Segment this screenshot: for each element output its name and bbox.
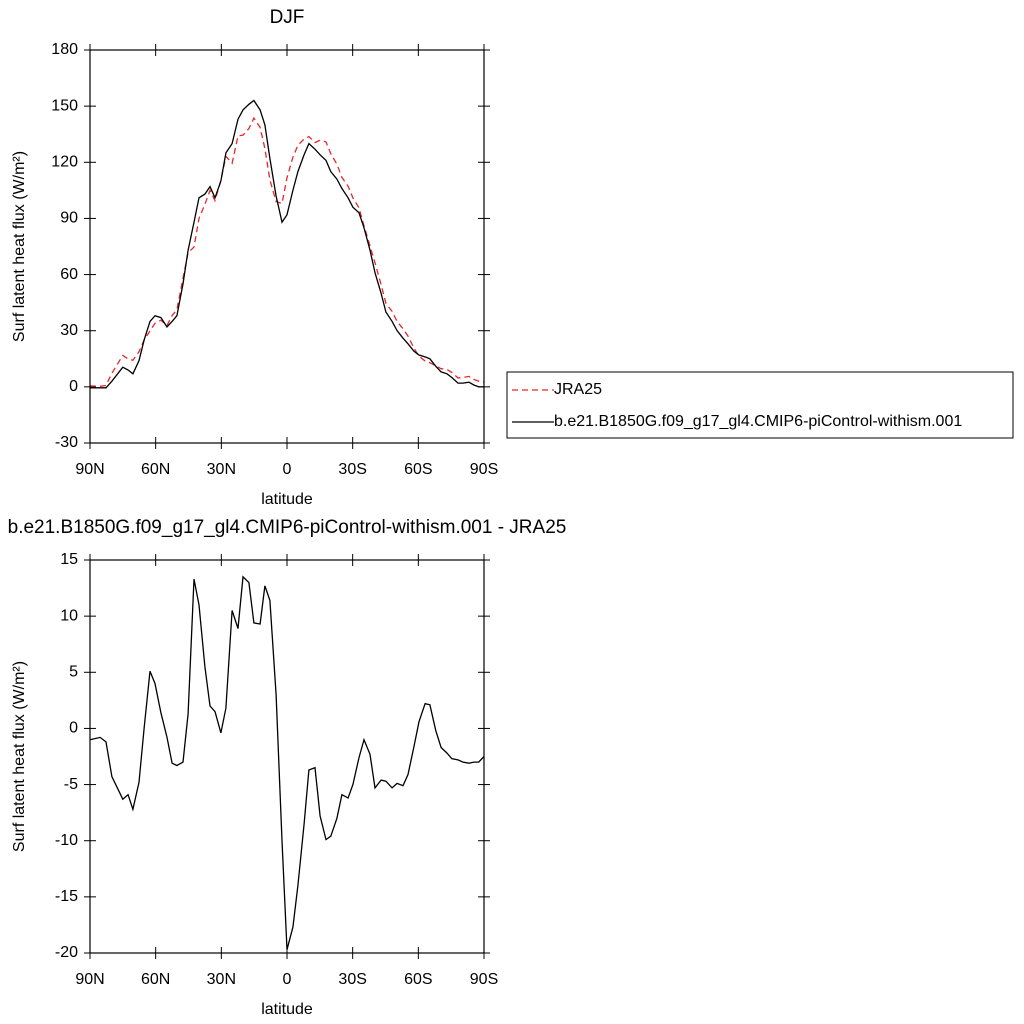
x-tick-label: 0 [283,971,292,988]
plot-frame [89,49,485,444]
x-tick-label: 90S [470,461,498,478]
x-tick-label: 60S [404,971,432,988]
x-tick-label: 90N [75,971,104,988]
legend-box [506,371,1014,439]
y-tick-label: 120 [51,154,78,171]
chart-title: DJF [270,7,305,28]
data-line [90,99,484,389]
y-tick-label: 10 [60,607,78,624]
y-tick-label: 5 [69,664,78,681]
x-tick-label: 30N [207,971,236,988]
x-tick-label: 0 [283,461,292,478]
x-tick-label: 30N [207,461,236,478]
x-axis-label: latitude [261,491,313,508]
legend-label: b.e21.B1850G.f09_g17_gl4.CMIP6-piControl… [554,413,962,430]
x-tick-label: 60N [141,971,170,988]
x-tick-label: 90S [470,971,498,988]
y-tick-label: 180 [51,41,78,58]
x-tick-label: 90N [75,461,104,478]
y-tick-label: -10 [55,832,78,849]
y-tick-label: -15 [55,888,78,905]
y-tick-label: 60 [60,266,78,283]
y-tick-label: -30 [55,434,78,451]
legend-label: JRA25 [554,381,602,398]
y-tick-label: 90 [60,210,78,227]
y-tick-label: -20 [55,944,78,961]
plot-frame [89,559,485,954]
data-line [89,575,485,950]
y-tick-label: 150 [51,97,78,114]
y-tick-label: 0 [69,720,78,737]
x-tick-label: 30S [338,971,366,988]
y-tick-label: 0 [69,378,78,395]
y-axis-label: Surf latent heat flux (W/m²) [11,151,28,342]
x-tick-label: 60N [141,461,170,478]
y-tick-label: -5 [64,776,78,793]
x-tick-label: 60S [404,461,432,478]
data-line [89,116,485,387]
y-tick-label: 30 [60,322,78,339]
x-axis-label: latitude [261,1001,313,1018]
chart-title: b.e21.B1850G.f09_g17_gl4.CMIP6-piControl… [8,517,567,538]
y-axis-label: Surf latent heat flux (W/m²) [11,661,28,852]
y-tick-label: 15 [60,551,78,568]
x-tick-label: 30S [338,461,366,478]
